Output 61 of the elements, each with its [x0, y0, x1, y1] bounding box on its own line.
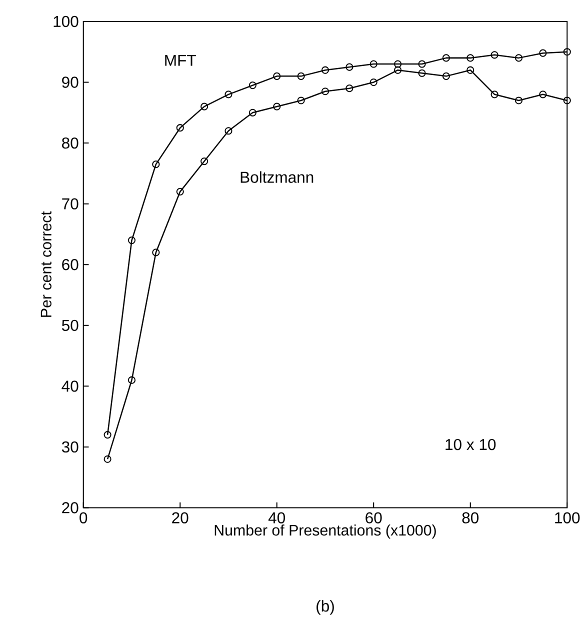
text: MFT — [165, 54, 196, 66]
point — [563, 96, 571, 104]
point — [442, 72, 450, 80]
point — [370, 60, 378, 68]
point — [224, 90, 232, 98]
text: Boltzmann — [240, 171, 314, 183]
y-axis-title: Per cent correct — [40, 211, 52, 317]
y-tick-label: 100 — [54, 16, 78, 28]
y-tick-label: 50 — [62, 320, 78, 331]
y-tick-label: 20 — [62, 502, 78, 514]
point — [248, 108, 256, 116]
point — [539, 49, 547, 57]
point — [152, 160, 160, 168]
point — [128, 236, 136, 244]
point — [321, 88, 329, 96]
y-tick-label: 30 — [62, 441, 78, 453]
point — [418, 69, 426, 77]
y-tick-label: 70 — [62, 198, 78, 210]
point — [224, 127, 232, 135]
x-tick-label: 80 — [462, 512, 478, 524]
y-tick-label: 40 — [62, 380, 78, 392]
point — [394, 66, 402, 74]
annotation: 10 x 10 — [446, 438, 496, 450]
x-tick-label: 100 — [555, 512, 580, 524]
x-tick-label: 20 — [172, 512, 188, 524]
point — [346, 84, 354, 92]
point — [273, 72, 281, 80]
point — [514, 96, 522, 104]
point — [200, 102, 208, 110]
point — [442, 54, 450, 62]
x-tick-label: 40 — [268, 512, 285, 524]
point — [346, 63, 354, 71]
point — [466, 54, 474, 62]
point — [273, 102, 281, 110]
point — [418, 60, 426, 68]
point — [466, 66, 474, 74]
x-tick-label: 0 — [80, 512, 88, 524]
point — [152, 248, 160, 256]
point — [514, 54, 522, 62]
x-tick-label: 60 — [366, 512, 382, 524]
text: (b) — [316, 600, 334, 615]
point — [104, 455, 112, 463]
point — [297, 96, 305, 104]
point — [176, 188, 184, 196]
point — [200, 157, 208, 166]
point — [490, 51, 498, 59]
point — [321, 66, 329, 74]
point — [176, 124, 184, 132]
point — [297, 72, 305, 80]
x-axis-title: Number of Presentations (x1000) — [214, 524, 436, 539]
point — [248, 82, 256, 90]
point — [490, 90, 498, 98]
point — [370, 78, 378, 86]
point — [539, 90, 547, 98]
point — [563, 48, 571, 56]
y-tick-label: 60 — [62, 259, 78, 270]
y-tick-label: 80 — [62, 137, 78, 149]
point — [104, 431, 112, 439]
point — [128, 376, 136, 384]
y-tick-label: 90 — [62, 76, 78, 88]
point — [394, 60, 402, 68]
